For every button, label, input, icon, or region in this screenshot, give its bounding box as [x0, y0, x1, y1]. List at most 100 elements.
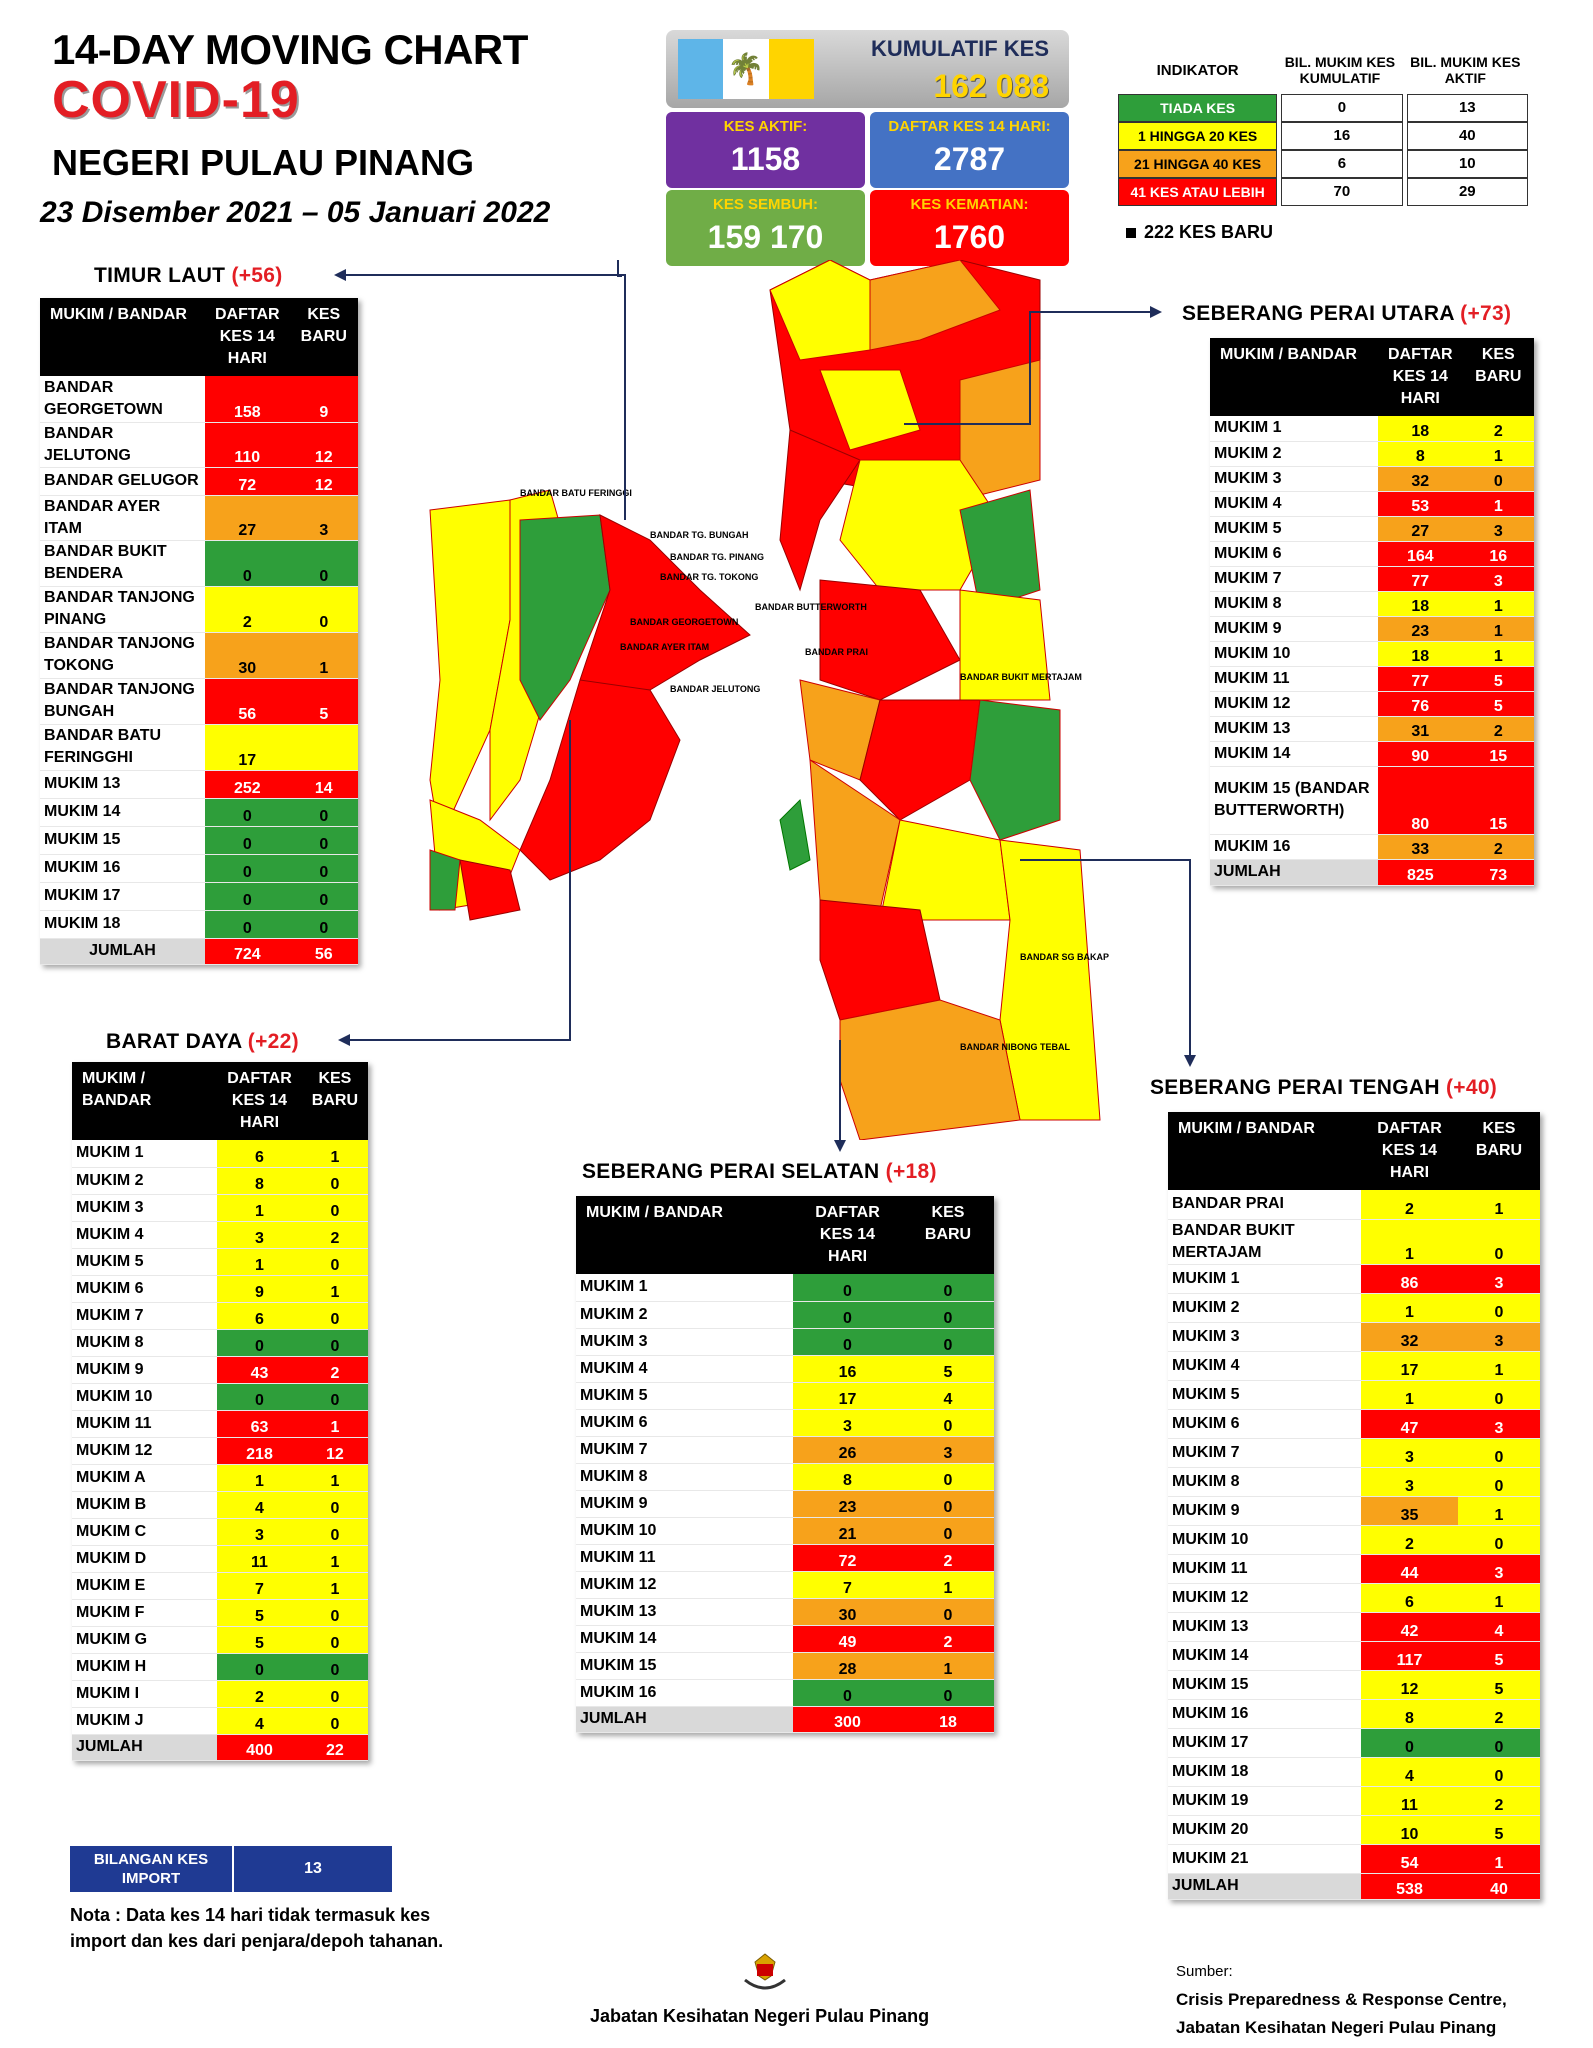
baru-value: 0 — [902, 1598, 994, 1626]
map-label-jelutong: BANDAR JELUTONG — [670, 684, 760, 694]
list14-box: DAFTAR KES 14 HARI: 2787 — [870, 112, 1069, 188]
mukim-name: MUKIM 1 — [1168, 1264, 1361, 1294]
source-line1: Crisis Preparedness & Response Centre, — [1176, 1990, 1507, 2009]
mukim-name: MUKIM 12 — [72, 1437, 218, 1465]
baru-value: 2 — [1458, 1699, 1540, 1729]
total-row: JUMLAH 538 40 — [1168, 1873, 1540, 1900]
barat-daya-title: BARAT DAYA (+22) — [106, 1030, 299, 1054]
mukim-name: MUKIM D — [72, 1545, 218, 1573]
col-mukim: MUKIM / BANDAR — [1210, 338, 1378, 416]
baru-value: 4 — [1458, 1612, 1540, 1642]
total-baru: 18 — [902, 1706, 994, 1733]
table-header: MUKIM / BANDAR DAFTAR KES 14 HARI KES BARU — [72, 1062, 368, 1140]
mukim-name: MUKIM 1 — [576, 1274, 793, 1302]
table-row: MUKIM 18 0 0 — [40, 910, 358, 939]
baru-value: 12 — [289, 422, 358, 468]
daftar-value: 0 — [1361, 1728, 1458, 1758]
mukim-name: BANDAR PRAI — [1168, 1190, 1361, 1220]
daftar-value: 252 — [205, 770, 290, 799]
daftar-value: 21 — [793, 1517, 902, 1545]
table-row: MUKIM 6 164 16 — [1210, 541, 1534, 567]
total-baru: 22 — [301, 1734, 368, 1761]
table-row: MUKIM 15 0 0 — [40, 826, 358, 855]
spt-title: SEBERANG PERAI TENGAH (+40) — [1150, 1076, 1497, 1100]
daftar-value: 32 — [1361, 1322, 1458, 1352]
baru-value: 0 — [301, 1167, 368, 1195]
mukim-name: MUKIM 13 — [576, 1598, 793, 1626]
col-daftar: DAFTAR KES 14 HARI — [1361, 1112, 1458, 1190]
daftar-value: 8 — [1378, 441, 1463, 467]
daftar-value: 56 — [205, 678, 290, 725]
table-row: MUKIM 10 0 0 — [72, 1383, 368, 1411]
mukim-name: MUKIM A — [72, 1464, 218, 1492]
baru-value: 3 — [1458, 1264, 1540, 1294]
table-row: MUKIM 9 43 2 — [72, 1356, 368, 1384]
daftar-value: 3 — [793, 1409, 902, 1437]
mukim-name: MUKIM 12 — [1210, 691, 1378, 717]
baru-value: 0 — [301, 1194, 368, 1222]
baru-value: 5 — [289, 678, 358, 725]
daftar-value: 23 — [1378, 616, 1463, 642]
baru-value: 1 — [902, 1571, 994, 1599]
total-label: JUMLAH — [40, 938, 205, 965]
baru-value: 3 — [1462, 566, 1534, 592]
sps-name: SEBERANG PERAI SELATAN — [582, 1160, 880, 1183]
daftar-value: 18 — [1378, 641, 1463, 667]
daftar-value: 0 — [205, 854, 290, 883]
mukim-name: MUKIM 5 — [1168, 1380, 1361, 1410]
col-mukim: MUKIM / BANDAR — [40, 298, 205, 376]
baru-value: 1 — [301, 1545, 368, 1573]
table-header: MUKIM / BANDAR DAFTAR KES 14 HARI KES BARU — [576, 1196, 994, 1274]
daftar-value: 5 — [217, 1599, 302, 1627]
table-row: MUKIM D 11 1 — [72, 1545, 368, 1573]
mukim-name: MUKIM 6 — [1168, 1409, 1361, 1439]
daftar-value: 0 — [205, 798, 290, 827]
legend-row: TIADA KES 0 13 — [1118, 94, 1528, 122]
barat-daya-table: MUKIM / BANDAR DAFTAR KES 14 HARI KES BARU… — [72, 1062, 368, 1761]
department-name: Jabatan Kesihatan Negeri Pulau Pinang — [590, 2006, 930, 2026]
legend-active-count: 40 — [1406, 122, 1528, 150]
map-label-tg-pinang: BANDAR TG. PINANG — [670, 552, 764, 562]
table-row: MUKIM 21 54 1 — [1168, 1844, 1540, 1874]
mukim-name: MUKIM 4 — [1210, 491, 1378, 517]
mukim-name: MUKIM 9 — [72, 1356, 218, 1384]
map-label-tg-tokong: BANDAR TG. TOKONG — [660, 572, 758, 582]
mukim-name: MUKIM 17 — [40, 882, 205, 911]
deaths-value: 1760 — [933, 219, 1006, 255]
legend-row: 41 KES ATAU LEBIH 70 29 — [1118, 178, 1528, 206]
daftar-value: 30 — [793, 1598, 902, 1626]
map-label-prai: BANDAR PRAI — [805, 647, 868, 657]
mukim-name: MUKIM 15 (BANDAR BUTTERWORTH) — [1210, 766, 1378, 835]
table-row: BANDAR PRAI 2 1 — [1168, 1190, 1540, 1220]
col-daftar: DAFTAR KES 14 HARI — [793, 1196, 902, 1274]
baru-value: 0 — [902, 1490, 994, 1518]
daftar-value: 16 — [793, 1355, 902, 1383]
mukim-name: MUKIM 20 — [1168, 1815, 1361, 1845]
timur-laut-delta: (+56) — [231, 264, 283, 287]
baru-value: 0 — [301, 1383, 368, 1411]
total-baru: 56 — [289, 938, 358, 965]
mukim-name: MUKIM 7 — [1210, 566, 1378, 592]
baru-value: 16 — [1462, 541, 1534, 567]
baru-value: 0 — [289, 826, 358, 855]
daftar-value: 7 — [793, 1571, 902, 1599]
daftar-value: 26 — [793, 1436, 902, 1464]
daftar-value: 17 — [205, 724, 290, 771]
baru-value: 2 — [902, 1625, 994, 1653]
baru-value: 0 — [289, 854, 358, 883]
baru-value: 0 — [301, 1518, 368, 1546]
daftar-value: 4 — [217, 1707, 302, 1735]
legend-indicator: 21 HINGGA 40 KES — [1118, 150, 1278, 178]
mukim-name: MUKIM 19 — [1168, 1786, 1361, 1816]
summary-panel: 🌴 KUMULATIF KES 162 088 KES AKTIF: 1158 … — [666, 30, 1069, 266]
table-row: MUKIM 7 77 3 — [1210, 566, 1534, 592]
legend-active-count: 13 — [1406, 94, 1528, 122]
baru-value: 3 — [1462, 516, 1534, 542]
